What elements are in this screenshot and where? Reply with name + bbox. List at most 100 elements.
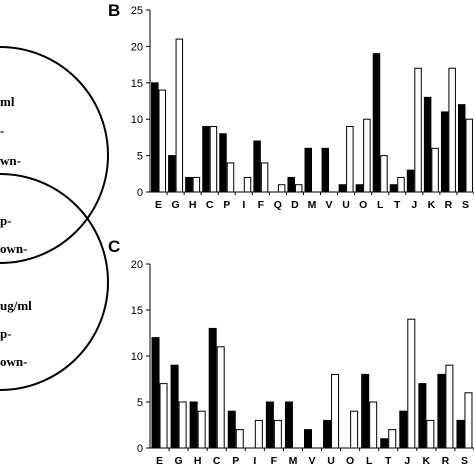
x-tick-label: M bbox=[308, 199, 317, 211]
bar-white-G bbox=[175, 38, 184, 193]
x-tick-label: V bbox=[308, 455, 315, 467]
bar-black-M bbox=[304, 147, 312, 193]
y-tick-label: 20 bbox=[131, 259, 143, 271]
x-tick-label: H bbox=[189, 199, 197, 211]
y-tick-label: 5 bbox=[137, 397, 143, 409]
bar-black-S bbox=[457, 104, 466, 193]
bar-black-E bbox=[151, 337, 160, 449]
y-tick-label: 0 bbox=[137, 187, 143, 199]
venn-label: p- bbox=[0, 213, 12, 228]
bar-black-K bbox=[423, 96, 432, 193]
bar-black-P bbox=[219, 133, 227, 193]
bar-white-T bbox=[388, 429, 397, 449]
x-tick-label: C bbox=[213, 455, 221, 467]
x-tick-label: J bbox=[411, 199, 417, 211]
y-tick-label: 15 bbox=[131, 305, 143, 317]
bar-black-T bbox=[380, 438, 389, 449]
bar-black-J bbox=[399, 410, 408, 449]
bar-white-J bbox=[414, 67, 422, 193]
x-tick-label: K bbox=[428, 199, 436, 211]
y-tick-label: 5 bbox=[137, 151, 143, 163]
bar-black-M bbox=[284, 401, 293, 449]
x-tick-label: F bbox=[258, 199, 265, 211]
bar-white-L bbox=[380, 155, 388, 193]
venn-label: wn- bbox=[0, 153, 21, 168]
x-tick-label: P bbox=[232, 455, 239, 467]
bar-white-I bbox=[254, 419, 263, 449]
bar-black-O bbox=[355, 184, 364, 193]
bar-white-S bbox=[464, 392, 473, 449]
bar-white-H bbox=[197, 410, 206, 449]
bar-white-D bbox=[294, 184, 303, 193]
bar-white-E bbox=[158, 89, 167, 193]
bar-black-R bbox=[440, 111, 449, 193]
x-tick-label: L bbox=[377, 199, 384, 211]
bar-black-H bbox=[185, 176, 193, 193]
x-tick-label: M bbox=[289, 455, 298, 467]
bar-black-V bbox=[304, 429, 312, 449]
bar-white-R bbox=[448, 67, 456, 193]
x-tick-label: S bbox=[461, 455, 468, 467]
bar-black-C bbox=[208, 327, 217, 449]
x-tick-label: F bbox=[271, 455, 278, 467]
x-tick-label: O bbox=[359, 199, 367, 211]
bar-white-T bbox=[397, 176, 405, 193]
venn-label: own- bbox=[0, 241, 27, 256]
bar-chart-c: 0 5 10 15 20 E G H C P I F M V U O L T J K R S bbox=[131, 259, 474, 467]
bar-white-C bbox=[209, 125, 218, 193]
bar-white-R bbox=[445, 364, 454, 449]
bar-black-R bbox=[437, 373, 446, 449]
x-tick-label: K bbox=[423, 455, 431, 467]
x-tick-label: Q bbox=[274, 199, 282, 211]
x-tick-label: T bbox=[385, 455, 392, 467]
x-tick-label: U bbox=[342, 199, 350, 211]
panel-label-c: C bbox=[108, 237, 120, 256]
x-tick-label: D bbox=[291, 199, 299, 211]
venn-label: - bbox=[0, 123, 4, 138]
panel-label-b: B bbox=[108, 1, 120, 20]
x-tick-label: E bbox=[156, 455, 163, 467]
y-tick-label: 10 bbox=[131, 351, 143, 363]
venn-diagram: ml - wn- p- own- ug/ml p- own- bbox=[0, 46, 109, 391]
bar-black-V bbox=[321, 147, 330, 193]
y-tick-label: 15 bbox=[131, 78, 143, 90]
y-tick-label: 25 bbox=[131, 5, 143, 17]
bar-black-H bbox=[189, 401, 198, 449]
bar-white-Q bbox=[277, 184, 286, 193]
x-tick-label: R bbox=[445, 199, 453, 211]
bar-white-O bbox=[350, 410, 359, 449]
bar-black-F bbox=[265, 401, 274, 449]
bar-white-O bbox=[363, 118, 371, 193]
bar-white-E bbox=[159, 383, 168, 449]
bar-black-D bbox=[287, 176, 295, 193]
bar-black-G bbox=[168, 155, 176, 193]
bar-black-C bbox=[202, 125, 210, 193]
bar-black-J bbox=[406, 169, 415, 193]
x-tick-label: R bbox=[442, 455, 450, 467]
bar-black-G bbox=[170, 364, 179, 449]
venn-circle-top bbox=[0, 46, 109, 264]
bar-black-K bbox=[418, 383, 427, 449]
x-tick-label: V bbox=[326, 199, 333, 211]
bar-white-F bbox=[273, 419, 282, 449]
x-tick-label: E bbox=[155, 199, 162, 211]
bar-black-F bbox=[253, 140, 261, 193]
venn-label: ml bbox=[0, 94, 15, 109]
bar-chart-b: 0 5 10 15 20 25 E G H C P I F Q D M V U O L T J K R S bbox=[131, 5, 474, 211]
bar-white-P bbox=[226, 162, 235, 193]
bar-white-C bbox=[216, 346, 225, 449]
bar-white-I bbox=[243, 176, 252, 193]
x-tick-label: I bbox=[253, 455, 256, 467]
y-tick-label: 10 bbox=[131, 114, 143, 126]
bar-black-S bbox=[456, 419, 465, 449]
bar-white-L bbox=[369, 401, 378, 449]
bar-white-P bbox=[235, 429, 244, 449]
x-tick-label: L bbox=[366, 455, 373, 467]
x-tick-label: P bbox=[223, 199, 230, 211]
x-tick-label: I bbox=[242, 199, 245, 211]
y-tick-label: 20 bbox=[131, 41, 143, 53]
venn-label: p- bbox=[0, 326, 12, 341]
x-tick-label: C bbox=[206, 199, 214, 211]
bar-white-S bbox=[465, 118, 473, 193]
bar-black-U bbox=[323, 419, 332, 449]
